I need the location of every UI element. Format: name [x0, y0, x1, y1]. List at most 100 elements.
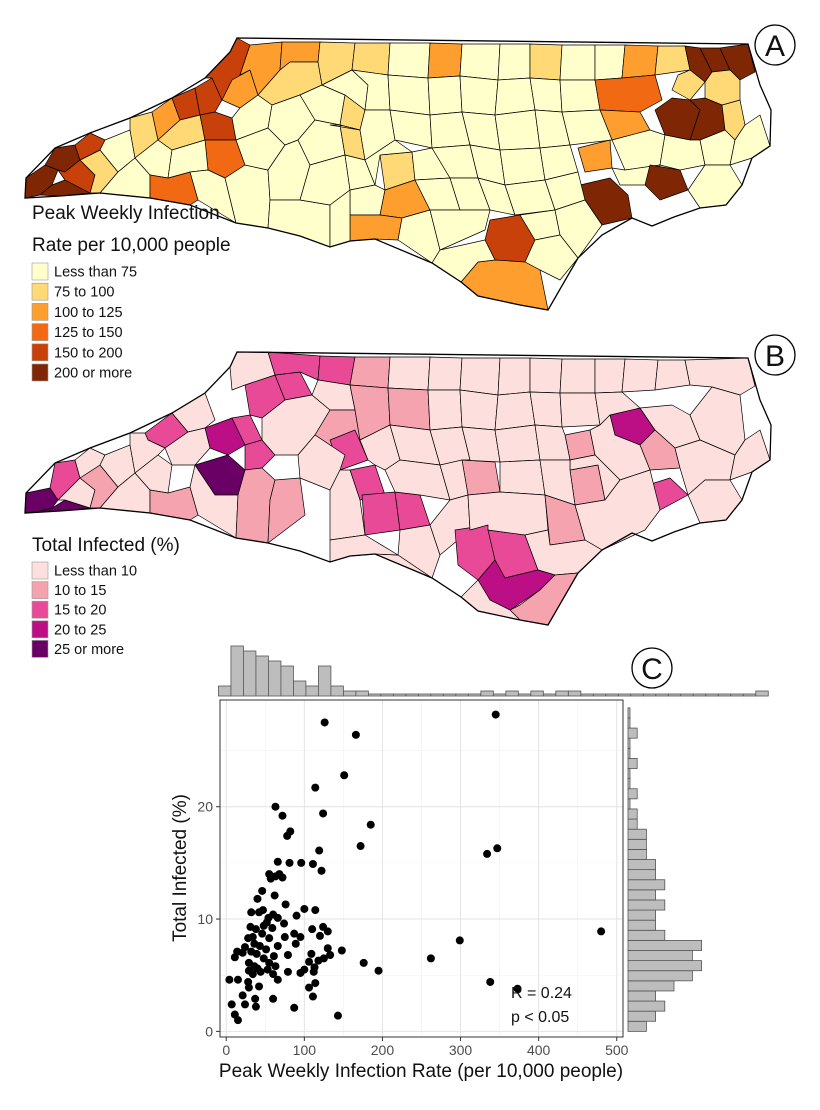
x-tick-label-2: 200: [371, 1042, 395, 1058]
map-a-county-37: [459, 43, 501, 81]
legend-a-swatch-1: [31, 282, 49, 301]
x-hist-bar-41: [730, 693, 744, 697]
map-b-county-35: [654, 359, 691, 391]
y-hist-bar-16: [627, 859, 657, 871]
legend-a-swatch-5: [31, 363, 49, 382]
x-hist-bar-0: [218, 685, 232, 697]
scatter-point-71: [307, 949, 316, 958]
scatter-point-11: [356, 842, 365, 851]
map-b-county-27: [387, 356, 431, 391]
y-hist-bar-25: [627, 768, 631, 780]
map-a-county-73: [659, 134, 706, 171]
x-hist-bar-3: [255, 655, 269, 697]
map-b-county-9: [129, 432, 166, 474]
y-hist-bar-22: [627, 798, 631, 810]
map-b-county-32: [559, 358, 596, 394]
x-hist-bar-11: [355, 690, 369, 697]
map-b-county-61: [361, 491, 401, 536]
map-b-county-70: [534, 424, 571, 461]
legend-a-swatch-3: [31, 323, 49, 341]
panel-b: B Total Infected (%) Less than 10 10 to 1…: [24, 334, 796, 658]
scatter-point-52: [280, 933, 289, 942]
y-hist-bar-28: [627, 737, 631, 749]
scatter-point-64: [323, 944, 332, 953]
map-b-county-57: [564, 429, 596, 461]
scatter-point-94: [296, 968, 305, 977]
legend-a-label-1: 75 to 100: [54, 285, 114, 301]
map-b-county-30: [497, 357, 531, 396]
x-hist-bar-22: [492, 693, 507, 697]
panel-c-letter: C: [641, 653, 663, 686]
map-b-county-17: [244, 439, 276, 471]
map-b-county-31: [529, 357, 563, 394]
legend-a-label-2: 100 to 125: [54, 305, 123, 321]
x-hist-bar-12: [367, 693, 382, 697]
x-hist-bar-42: [742, 693, 757, 697]
scatter-point-6: [319, 809, 328, 818]
map-b-county-56: [594, 391, 641, 426]
scatter-point-62: [273, 942, 282, 951]
x-hist-bar-30: [592, 693, 607, 697]
scatter-point-18: [308, 860, 317, 869]
x-axis-title: Peak Weekly Infection Rate (per 10,000 p…: [219, 1061, 623, 1082]
scatter-point-75: [230, 953, 239, 962]
x-ticks: 0 100 200 300 400 500: [222, 1037, 629, 1058]
map-a-county-38: [497, 43, 531, 81]
x-hist-bar-20: [467, 693, 482, 697]
x-hist-bar-25: [530, 690, 544, 697]
scatter-point-20: [278, 873, 287, 882]
map-a-county-14: [194, 77, 223, 116]
scatter-point-25: [258, 886, 267, 895]
map-b-county-33: [594, 358, 626, 394]
map-a-county-34: [351, 42, 391, 76]
scatter-point-90: [248, 970, 257, 979]
scatter-point-37: [311, 906, 320, 915]
scatter-point-100: [311, 979, 320, 988]
map-a-county-36: [427, 42, 463, 79]
x-hist-bar-39: [705, 693, 719, 697]
scatter-point-104: [305, 983, 314, 992]
map-a-county-31: [267, 199, 331, 248]
y-hist-bar-20: [627, 818, 638, 830]
scatter-point-112: [251, 1002, 260, 1011]
scatter-point-36: [300, 904, 309, 913]
legend-b-label-1: 10 to 15: [54, 583, 106, 599]
map-a-county-35: [387, 42, 431, 79]
scatter-point-101: [486, 977, 495, 986]
scatter-point-4: [311, 783, 320, 792]
scatter-point-115: [233, 1016, 242, 1025]
y-hist-bar-26: [627, 758, 638, 769]
scatter-point-16: [273, 857, 282, 866]
scatter-point-8: [278, 811, 287, 820]
scatter-point-42: [268, 924, 277, 933]
legend-a-swatch-2: [31, 303, 49, 321]
scatter-point-63: [291, 939, 300, 948]
scatter-point-79: [305, 957, 314, 966]
scatter-point-92: [269, 970, 278, 979]
scatter-point-91: [256, 967, 265, 976]
scatter-point-110: [240, 1000, 249, 1009]
map-b-county-75: [499, 459, 546, 496]
x-hist-bar-14: [392, 693, 407, 697]
legend-a-label-0: Less than 75: [54, 265, 137, 281]
y-hist-bar-11: [627, 909, 657, 921]
map-a-county-42: [621, 44, 659, 79]
scatter-point-80: [314, 956, 323, 965]
scatter-point-15: [297, 858, 306, 867]
x-hist-bar-7: [305, 685, 319, 697]
scatter-point-56: [455, 936, 464, 945]
panel-a-letter-circle: [754, 24, 796, 66]
map-a-county-52: [427, 75, 463, 116]
map-b-county-67: [461, 459, 501, 496]
scatter-point-35: [292, 911, 301, 920]
map-a-county-56: [559, 79, 601, 113]
x-hist-bar-2: [243, 650, 257, 697]
scatter-point-5: [366, 820, 375, 829]
legend-b-swatch-0: [31, 561, 49, 580]
map-b-county-52: [459, 389, 499, 431]
scatter-point-43: [280, 919, 289, 928]
legend-a-swatch-4: [31, 343, 49, 362]
scatter-point-106: [238, 991, 247, 1000]
legend-b-label-0: Less than 10: [54, 564, 137, 580]
scatter-point-49: [248, 933, 257, 942]
